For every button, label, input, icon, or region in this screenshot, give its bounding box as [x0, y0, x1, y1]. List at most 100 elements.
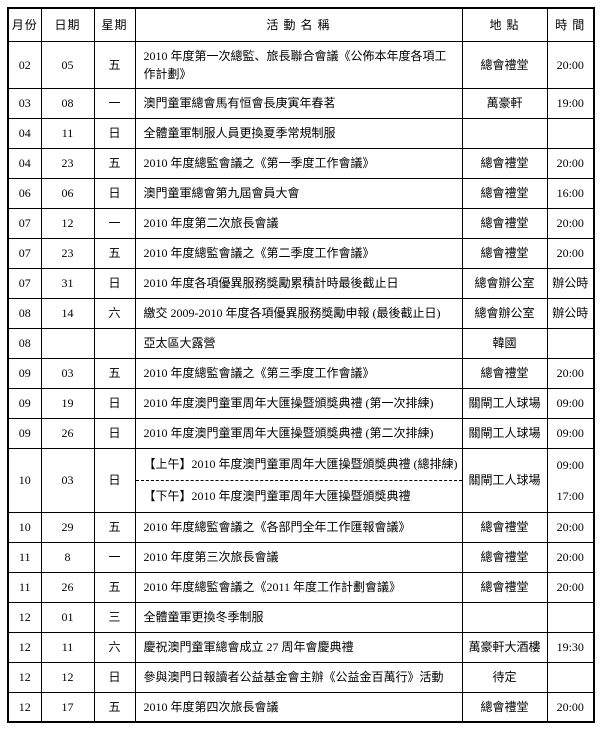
cell-activity: 2010 年度總監會議之《第一季度工作會議》 [134, 147, 463, 179]
cell-location: 總會禮堂 [461, 571, 548, 603]
cell-month: 06 [7, 177, 42, 209]
cell-weekday: 五 [93, 571, 136, 603]
cell-activity: 2010 年度第一次總監、旅長聯合會議《公佈本年度各項工作計劃》 [134, 40, 463, 89]
table-row: 02 05 五 2010 年度第一次總監、旅長聯合會議《公佈本年度各項工作計劃》 總會禮… [7, 40, 595, 89]
cell-date: 08 [40, 87, 95, 119]
table-row: 12 12 日參與澳門日報讀者公益基金會主辦《公益金百萬行》活動 待定 [7, 661, 595, 693]
cell-time: 20:00 [546, 541, 595, 573]
cell-time: 20:00 [546, 511, 595, 543]
cell-date: 03 [40, 447, 95, 513]
cell-time: 辦公時 [546, 297, 595, 329]
cell-weekday: 五 [93, 691, 136, 723]
cell-location: 總會辦公室 [461, 267, 548, 299]
cell-weekday: 五 [93, 40, 136, 89]
cell-activity: 2010 年度澳門童軍周年大匯操暨頒獎典禮 (第一次排練) [134, 387, 463, 419]
cell-activity: 2010 年度總監會議之《第三季度工作會議》 [134, 357, 463, 389]
cell-location: 關閘工人球場 [461, 387, 548, 419]
cell-time: 09:00 [546, 417, 595, 449]
cell-time: 16:00 [546, 177, 595, 209]
cell-date: 31 [40, 267, 95, 299]
cell-month: 10 [7, 511, 42, 543]
cell-month: 11 [7, 571, 42, 603]
cell-month: 04 [7, 147, 42, 179]
cell-location: 總會禮堂 [461, 237, 548, 269]
cell-weekday: 五 [93, 147, 136, 179]
cell-month: 12 [7, 631, 42, 663]
cell-time: 辦公時 [546, 267, 595, 299]
cell-weekday: 日 [93, 447, 136, 513]
cell-time: 20:00 [546, 207, 595, 239]
table-row: 08 亞太區大露營 韓國 [7, 327, 595, 359]
cell-weekday: 日 [93, 177, 136, 209]
cell-activity: 2010 年度總監會議之《第二季度工作會議》 [134, 237, 463, 269]
cell-weekday [93, 327, 136, 359]
cell-weekday: 日 [93, 267, 136, 299]
cell-activity: 全體童軍更換冬季制服 [134, 601, 463, 633]
cell-location: 總會辦公室 [461, 297, 548, 329]
cell-date [40, 327, 95, 359]
cell-time: 19:00 [546, 87, 595, 119]
cell-date: 01 [40, 601, 95, 633]
cell-weekday: 一 [93, 207, 136, 239]
cell-location [461, 601, 548, 633]
table-row: 12 17 五 2010 年度第四次旅長會議 總會禮堂 20:00 [7, 691, 595, 723]
cell-activity: 2010 年度澳門童軍周年大匯操暨頒獎典禮 (第二次排練) [134, 417, 463, 449]
cell-month: 08 [7, 297, 42, 329]
cell-time [546, 661, 595, 693]
cell-time: 20:00 [546, 357, 595, 389]
cell-month: 07 [7, 237, 42, 269]
cell-weekday: 日 [93, 117, 136, 149]
table-row: 03 08 一澳門童軍總會馬有恒會長庚寅年春茗 萬豪軒 19:00 [7, 87, 595, 119]
table-row: 12 11 六慶祝澳門童軍總會成立 27 周年會慶典禮 萬豪軒大酒樓 19:30 [7, 631, 595, 663]
cell-activity: 【上午】2010 年度澳門童軍周年大匯操暨頒獎典禮 (總排練) 【下午】2010 … [134, 447, 463, 513]
cell-time: 20:00 [546, 40, 595, 89]
activity-schedule-table: 月份 日期 星期 活 動 名 稱 地 點 時 間 02 05 五 2010 年度第一次… [7, 7, 595, 723]
cell-location: 萬豪軒 [461, 87, 548, 119]
cell-time: 20:00 [546, 571, 595, 603]
cell-time [546, 327, 595, 359]
cell-weekday: 三 [93, 601, 136, 633]
cell-weekday: 五 [93, 237, 136, 269]
cell-date: 14 [40, 297, 95, 329]
cell-time: 20:00 [546, 691, 595, 723]
cell-time: 19:30 [546, 631, 595, 663]
table-row: 10 29 五 2010 年度總監會議之《各部門全年工作匯報會議》 總會禮堂 20:00 [7, 511, 595, 543]
cell-location: 總會禮堂 [461, 40, 548, 89]
cell-activity: 澳門童軍總會馬有恒會長庚寅年春茗 [134, 87, 463, 119]
cell-date: 23 [40, 237, 95, 269]
cell-weekday: 五 [93, 357, 136, 389]
col-header-month: 月份 [7, 7, 42, 42]
cell-weekday: 五 [93, 511, 136, 543]
table-row: 09 19 日 2010 年度澳門童軍周年大匯操暨頒獎典禮 (第一次排練) 關閘工人球場… [7, 387, 595, 419]
cell-weekday: 日 [93, 661, 136, 693]
cell-date: 06 [40, 177, 95, 209]
cell-month: 09 [7, 357, 42, 389]
cell-activity: 2010 年度總監會議之《各部門全年工作匯報會議》 [134, 511, 463, 543]
cell-location: 關閘工人球場 [461, 447, 548, 513]
cell-activity: 繳交 2009-2010 年度各項優異服務獎勵申報 (最後截止日) [134, 297, 463, 329]
cell-time [546, 601, 595, 633]
header-row: 月份 日期 星期 活 動 名 稱 地 點 時 間 [7, 7, 595, 42]
cell-date: 05 [40, 40, 95, 89]
cell-time: 09:00 [546, 387, 595, 419]
cell-month: 07 [7, 207, 42, 239]
cell-date: 8 [40, 541, 95, 573]
cell-date: 12 [40, 207, 95, 239]
table-row: 09 26 日 2010 年度澳門童軍周年大匯操暨頒獎典禮 (第二次排練) 關閘工人球場… [7, 417, 595, 449]
cell-location: 關閘工人球場 [461, 417, 548, 449]
cell-date: 03 [40, 357, 95, 389]
table-row: 11 8 一 2010 年度第三次旅長會議 總會禮堂 20:00 [7, 541, 595, 573]
table-row: 04 23 五 2010 年度總監會議之《第一季度工作會議》 總會禮堂 20:00 [7, 147, 595, 179]
cell-location: 萬豪軒大酒樓 [461, 631, 548, 663]
cell-month: 12 [7, 601, 42, 633]
cell-location: 總會禮堂 [461, 541, 548, 573]
cell-date: 11 [40, 117, 95, 149]
cell-date: 23 [40, 147, 95, 179]
cell-activity: 2010 年度各項優異服務獎勵累積計時最後截止日 [134, 267, 463, 299]
cell-month: 12 [7, 691, 42, 723]
cell-weekday: 日 [93, 417, 136, 449]
table-row: 10 03 日【上午】2010 年度澳門童軍周年大匯操暨頒獎典禮 (總排練) 【下午】… [7, 447, 595, 513]
activity-morning: 【上午】2010 年度澳門童軍周年大匯操暨頒獎典禮 (總排練) [136, 449, 461, 481]
cell-month: 09 [7, 387, 42, 419]
cell-month: 08 [7, 327, 42, 359]
